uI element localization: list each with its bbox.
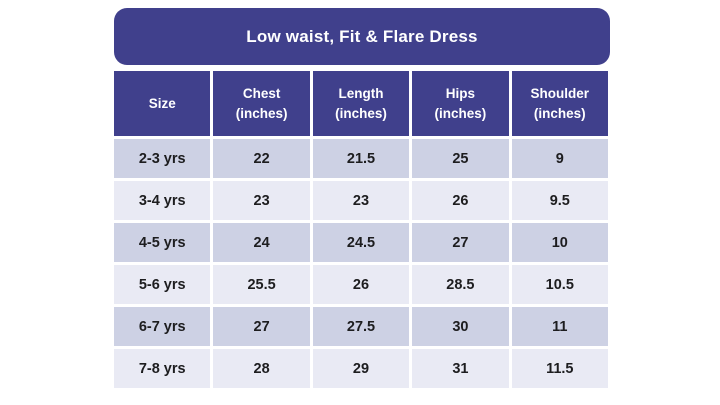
cell-hips: 30 [412,307,509,346]
cell-hips: 28.5 [412,265,509,304]
cell-size: 5-6 yrs [114,265,211,304]
size-table: Size Chest (inches) Length (inches) Hips… [114,71,608,388]
column-header-length: Length (inches) [312,71,410,136]
cell-length: 29 [312,349,410,388]
cell-length: 24.5 [312,223,410,262]
cell-hips: 25 [412,139,509,178]
cell-hips: 31 [412,349,509,388]
table-row: 2-3 yrs 22 21.5 25 9 [114,139,608,178]
table-row: 5-6 yrs 25.5 26 28.5 10.5 [114,265,608,304]
column-header-shoulder: Shoulder (inches) [511,71,608,136]
cell-shoulder: 10.5 [511,265,608,304]
cell-shoulder: 11.5 [511,349,608,388]
cell-chest: 25.5 [213,265,310,304]
cell-size: 6-7 yrs [114,307,211,346]
cell-chest: 27 [213,307,310,346]
cell-shoulder: 10 [511,223,608,262]
cell-shoulder: 9 [511,139,608,178]
cell-hips: 26 [412,181,509,220]
cell-length: 26 [312,265,410,304]
table-row: 7-8 yrs 28 29 31 11.5 [114,349,608,388]
cell-size: 2-3 yrs [114,139,211,178]
cell-length: 27.5 [312,307,410,346]
table-row: 4-5 yrs 24 24.5 27 10 [114,223,608,262]
cell-size: 7-8 yrs [114,349,211,388]
cell-size: 4-5 yrs [114,223,211,262]
cell-shoulder: 11 [511,307,608,346]
cell-chest: 22 [213,139,310,178]
cell-chest: 24 [213,223,310,262]
table-row: 3-4 yrs 23 23 26 9.5 [114,181,608,220]
chart-title: Low waist, Fit & Flare Dress [246,26,478,46]
table-header-row: Size Chest (inches) Length (inches) Hips… [114,71,608,136]
column-header-hips: Hips (inches) [412,71,509,136]
cell-length: 23 [312,181,410,220]
cell-chest: 23 [213,181,310,220]
cell-hips: 27 [412,223,509,262]
table-row: 6-7 yrs 27 27.5 30 11 [114,307,608,346]
cell-chest: 28 [213,349,310,388]
cell-shoulder: 9.5 [511,181,608,220]
title-banner: Low waist, Fit & Flare Dress [114,8,610,65]
column-header-chest: Chest (inches) [213,71,310,136]
cell-length: 21.5 [312,139,410,178]
cell-size: 3-4 yrs [114,181,211,220]
column-header-size: Size [114,71,211,136]
